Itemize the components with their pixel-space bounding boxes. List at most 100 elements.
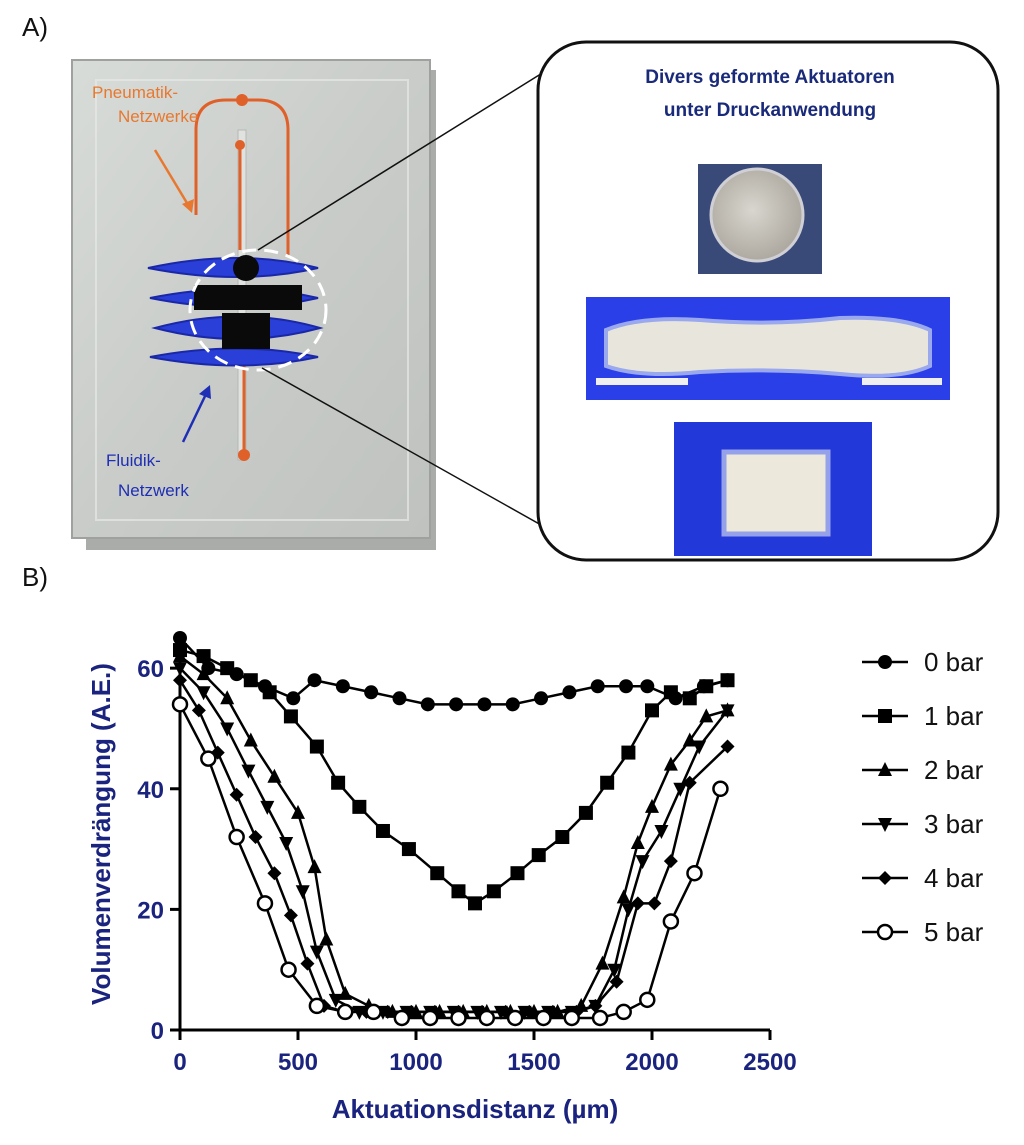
y-tick-label: 60 <box>137 656 164 683</box>
data-point <box>243 673 258 688</box>
data-point <box>364 685 379 700</box>
data-point <box>535 1009 552 1027</box>
data-point <box>331 775 346 790</box>
data-point <box>229 787 244 802</box>
data-point <box>380 1004 395 1019</box>
data-point <box>392 691 407 706</box>
data-point <box>328 993 343 1008</box>
panel-a-figure: Pneumatik- Netzwerke Fluidik- Netzwerk D… <box>71 40 1000 562</box>
data-point <box>173 631 187 645</box>
data-point <box>545 1004 560 1019</box>
data-point <box>279 837 294 852</box>
data-point <box>248 830 263 845</box>
data-point <box>450 1009 467 1027</box>
data-point <box>200 750 217 767</box>
y-tick-label: 40 <box>137 777 164 804</box>
data-point <box>393 1009 411 1027</box>
data-point <box>267 768 282 783</box>
legend-marker <box>878 709 892 723</box>
microfluidic-chip-photo <box>71 59 436 550</box>
data-point <box>673 782 688 797</box>
data-point <box>616 889 631 904</box>
data-point <box>260 800 275 815</box>
data-point <box>319 931 334 946</box>
panel-b-label: B) <box>22 562 48 592</box>
panel-a-label: A) <box>22 12 48 42</box>
data-point <box>522 1004 537 1019</box>
legend-label: 3 bar <box>924 809 984 839</box>
data-point <box>682 775 697 790</box>
data-point <box>336 1003 354 1021</box>
data-point <box>352 799 367 814</box>
data-point <box>662 913 680 930</box>
legend-entry: 4 bar <box>862 863 984 893</box>
data-point <box>280 961 297 978</box>
displacement-chart: 0 500 1000 1500 2000 2500 0 20 40 60 0 bar 1 bar 2 … <box>86 631 984 1124</box>
data-point <box>621 745 636 760</box>
data-point <box>173 673 187 688</box>
series-4-bar <box>173 673 735 1019</box>
data-point <box>451 884 466 899</box>
series-line <box>179 637 728 706</box>
data-point <box>720 739 735 754</box>
elongated-actuator-photo <box>586 297 950 400</box>
data-point <box>635 855 650 870</box>
actuator-inset: Divers geformte Aktuatoren unter Druckan… <box>536 40 1000 562</box>
data-point <box>686 864 703 882</box>
data-point <box>720 673 735 688</box>
data-point <box>645 798 659 813</box>
legend-entry: 3 bar <box>862 809 984 839</box>
data-point <box>654 824 669 839</box>
data-point <box>588 998 603 1013</box>
data-point <box>375 823 390 838</box>
data-point <box>241 764 256 779</box>
pneumatic-label-line-1: Pneumatik- <box>92 83 178 102</box>
rectangular-actuator-photo <box>674 422 872 556</box>
data-point <box>510 866 525 881</box>
data-point <box>645 703 659 718</box>
data-point <box>309 739 324 754</box>
x-tick-label: 2500 <box>743 1049 796 1076</box>
pneumatic-label-line-2: Netzwerke <box>118 107 198 126</box>
data-point <box>307 673 322 688</box>
data-point <box>615 1003 632 1021</box>
data-point <box>562 685 577 700</box>
data-point <box>286 691 301 706</box>
series-5-bar <box>171 696 729 1027</box>
data-point <box>663 756 678 771</box>
fluidic-label-line-2: Netzwerk <box>118 481 189 500</box>
legend-label: 4 bar <box>924 863 984 893</box>
x-axis-label: Aktuationsdistanz (µm) <box>332 1094 619 1124</box>
legend-marker <box>876 923 894 941</box>
data-point <box>173 662 187 677</box>
data-point <box>478 1009 496 1027</box>
data-point <box>591 1009 609 1027</box>
data-point <box>590 679 605 694</box>
data-point <box>430 866 445 881</box>
y-tick-label: 20 <box>137 897 164 924</box>
data-point <box>477 697 492 712</box>
data-point <box>468 896 482 911</box>
legend-marker <box>878 762 892 776</box>
data-point <box>196 666 211 681</box>
data-point <box>335 679 350 694</box>
data-point <box>196 686 211 701</box>
data-point <box>220 722 235 737</box>
zoom-line-bottom <box>261 367 583 549</box>
y-axis-label: Volumenverdrängung (A.E.) <box>86 663 116 1005</box>
data-point <box>228 828 245 846</box>
data-point <box>401 842 416 857</box>
series-line <box>178 679 729 1014</box>
data-point <box>640 679 655 694</box>
data-point <box>498 1004 513 1019</box>
data-point <box>699 679 714 694</box>
data-point <box>505 697 520 712</box>
data-point <box>578 805 593 820</box>
data-point <box>630 835 645 850</box>
data-point <box>506 1009 524 1027</box>
data-point <box>307 859 322 874</box>
data-point <box>534 691 549 706</box>
highlight-ellipse <box>188 248 328 372</box>
legend-label: 5 bar <box>924 917 984 947</box>
data-point <box>308 997 326 1015</box>
